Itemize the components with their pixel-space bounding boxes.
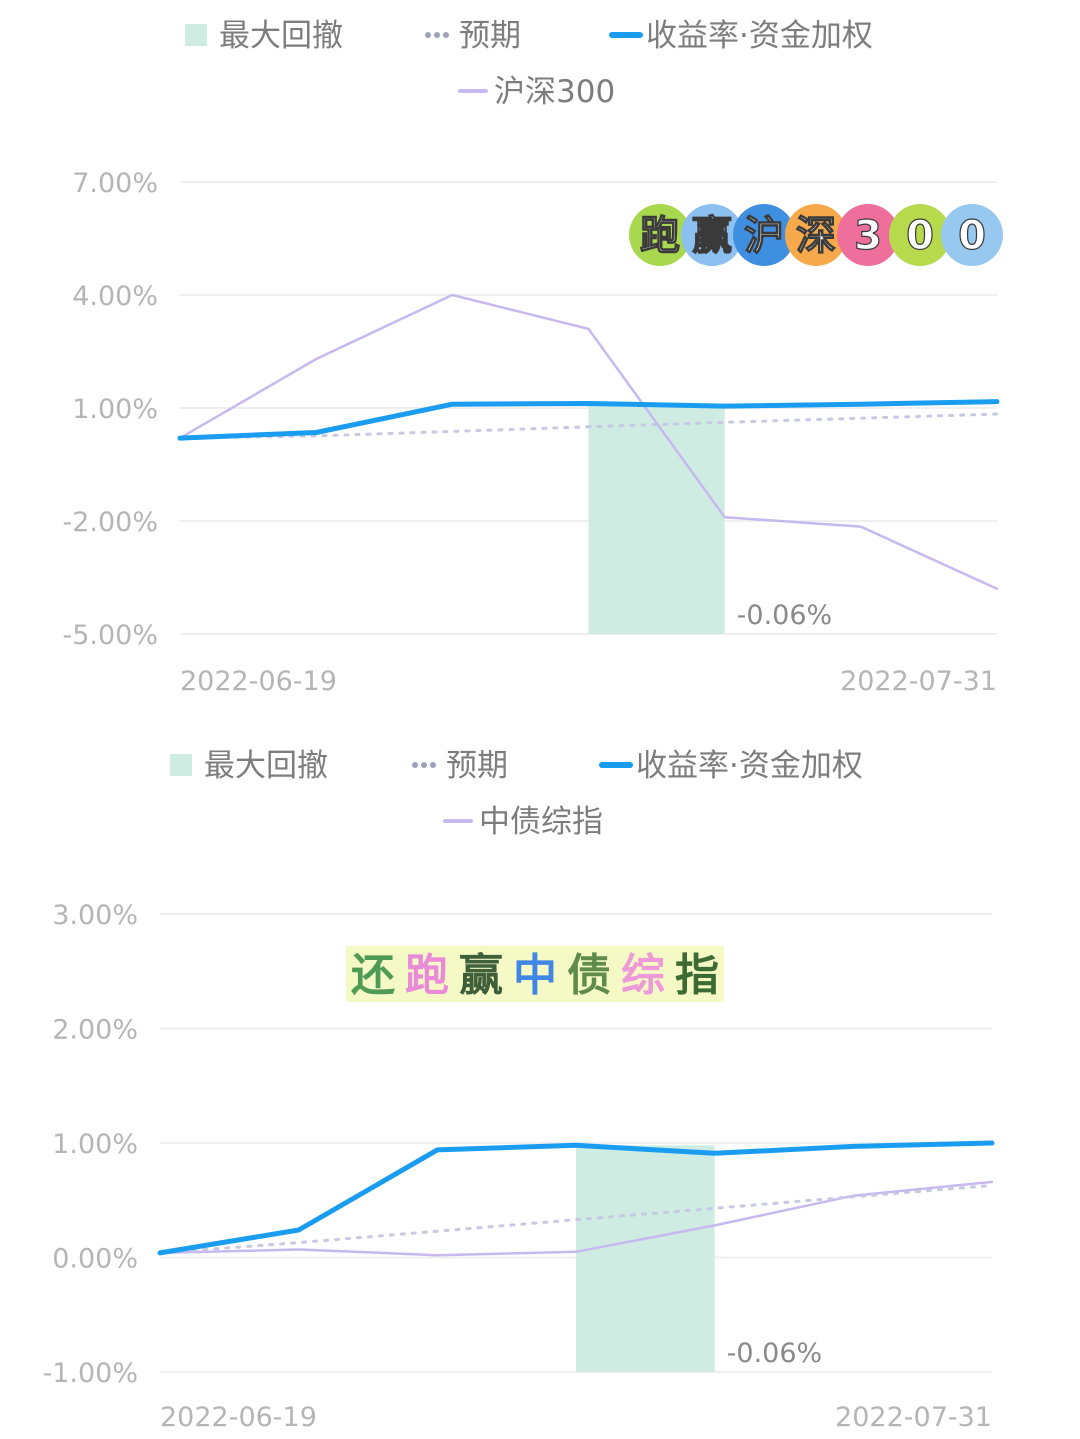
legend-label: 收益率·资金加权 [646, 18, 873, 54]
max-drawdown-label: -0.06% [727, 1338, 823, 1369]
sticker-char: 跑 [640, 213, 680, 259]
legend-label: 最大回撤 [204, 748, 328, 784]
sticker-badge [733, 204, 795, 266]
legend-swatch-dot [430, 762, 436, 768]
sticker-badge [941, 204, 1003, 266]
max-drawdown-label: -0.06% [737, 600, 833, 631]
legend-swatch-dot [421, 762, 427, 768]
legend-label: 沪深300 [494, 74, 615, 110]
chart-bond-index: 最大回撤 预期 收益率·资金加权中债综指3.00%2.00%1.00%0.00%-1… [42, 748, 995, 1433]
sticker-highlight [508, 946, 562, 1002]
y-tick-label: -1.00% [42, 1358, 138, 1389]
sticker-badge [837, 204, 899, 266]
sticker-char: 沪 [744, 213, 784, 259]
x-tick-label: 2022-07-31 [835, 1402, 992, 1433]
series-line-expected [158, 1183, 994, 1255]
y-tick-label: 7.00% [72, 168, 158, 199]
gridlines: 7.00% 4.00% 1.00% -2.00% -5.00% [62, 168, 997, 651]
max-drawdown-band [588, 403, 725, 634]
sticker-char: 3 [854, 213, 882, 259]
sticker-char: 指 [675, 950, 719, 1001]
sticker-char: 还 [351, 950, 396, 1001]
legend-item: 收益率·资金加权 [609, 18, 873, 54]
legend-item: 收益率·资金加权 [599, 748, 863, 784]
y-tick-label: -2.00% [62, 507, 158, 538]
sticker-char: 综 [621, 950, 665, 1001]
legend-label: 收益率·资金加权 [636, 748, 863, 784]
gridlines: 3.00% 2.00% 1.00% 0.00% -1.00% [42, 900, 992, 1389]
legend-swatch-drawdown [185, 24, 207, 46]
sticker-badge [785, 204, 847, 266]
y-tick-label: -5.00% [62, 620, 158, 651]
y-tick-label: 1.00% [52, 1129, 138, 1160]
legend-label: 最大回撤 [219, 18, 343, 54]
legend-item: 预期 [412, 748, 508, 784]
chart-hs300: 最大回撤 预期 收益率·资金加权沪深3007.00%4.00%1.00%-2.00%… [62, 18, 1003, 697]
sticker-highlight [400, 946, 454, 1002]
sticker-char: 深 [796, 213, 836, 259]
sticker-badge [629, 204, 691, 266]
sticker-highlight [616, 946, 670, 1002]
legend-item: 预期 [425, 18, 521, 54]
sticker-char: 跑 [405, 950, 449, 1001]
legend-swatch-dot [425, 32, 431, 38]
y-tick-label: 3.00% [52, 900, 138, 931]
legend-item: 沪深300 [458, 74, 615, 110]
legend-label: 中债综指 [479, 804, 603, 840]
sticker-caption: 还跑赢中债综指 [346, 946, 724, 1002]
max-drawdown-band [576, 1145, 715, 1372]
legend-swatch-dot [443, 32, 449, 38]
legend-item: 最大回撤 [185, 18, 343, 54]
legend-swatch-dot [412, 762, 418, 768]
sticker-badge [889, 204, 951, 266]
legend-label: 预期 [459, 18, 521, 54]
series-line-return [157, 1140, 995, 1256]
series-line-expected [178, 412, 999, 440]
sticker-highlight [454, 946, 508, 1002]
y-tick-label: 0.00% [52, 1244, 138, 1275]
sticker-char: 0 [906, 213, 934, 259]
legend-item: 中债综指 [443, 804, 603, 840]
x-tick-label: 2022-06-19 [180, 666, 337, 697]
x-tick-label: 2022-06-19 [160, 1402, 317, 1433]
sticker-char: 0 [958, 213, 986, 259]
y-tick-label: 2.00% [52, 1015, 138, 1046]
legend-swatch-dot [434, 32, 440, 38]
sticker-badge [681, 204, 743, 266]
y-tick-label: 1.00% [72, 394, 158, 425]
series-line-benchmark [178, 293, 999, 591]
x-tick-label: 2022-07-31 [840, 666, 997, 697]
sticker-char: 中 [513, 950, 557, 1001]
y-tick-label: 4.00% [72, 281, 158, 312]
sticker-highlight [346, 946, 400, 1002]
legend-swatch-drawdown [170, 754, 192, 776]
sticker-char: 赢 [459, 950, 503, 1001]
sticker-highlight [670, 946, 724, 1002]
series-line-return [177, 399, 1000, 441]
legend-item: 最大回撤 [170, 748, 328, 784]
sticker-char: 债 [567, 950, 611, 1001]
sticker-char: 赢 [692, 213, 732, 259]
legend-label: 预期 [446, 748, 508, 784]
sticker-highlight [562, 946, 616, 1002]
